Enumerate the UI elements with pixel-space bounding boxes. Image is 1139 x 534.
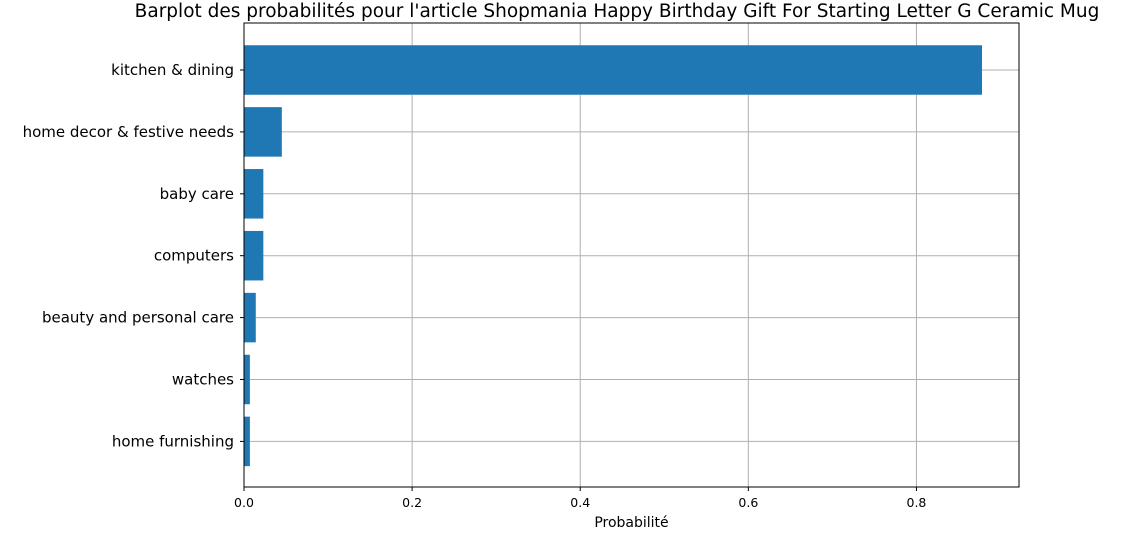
bar <box>244 292 256 343</box>
x-axis-label: Probabilité <box>594 515 668 530</box>
bar <box>244 169 264 219</box>
bar <box>244 107 282 157</box>
y-tick-label: home decor & festive needs <box>23 123 235 141</box>
y-tick-label: baby care <box>160 185 234 203</box>
bar <box>244 230 264 281</box>
bars <box>244 45 983 467</box>
x-tick-labels: 0.0 0.2 0.4 0.6 0.8 <box>234 487 926 510</box>
y-tick-labels: kitchen & dining home decor & festive nee… <box>23 61 244 450</box>
bar <box>244 416 250 467</box>
y-tick-label: watches <box>172 371 234 389</box>
y-tick-label: beauty and personal care <box>42 309 234 327</box>
x-tick-label: 0.4 <box>570 495 590 510</box>
x-tick-label: 0.2 <box>402 495 422 510</box>
plot-frame <box>243 22 1020 488</box>
chart-title: Barplot des probabilités pour l'article … <box>135 1 1100 22</box>
x-tick-label: 0.0 <box>234 495 254 510</box>
y-tick-label: computers <box>154 247 234 265</box>
y-tick-label: home furnishing <box>112 432 234 450</box>
x-tick-label: 0.6 <box>738 495 758 510</box>
bar <box>244 45 983 95</box>
x-tick-label: 0.8 <box>907 495 927 510</box>
y-tick-label: kitchen & dining <box>111 61 234 79</box>
bar <box>244 354 250 405</box>
